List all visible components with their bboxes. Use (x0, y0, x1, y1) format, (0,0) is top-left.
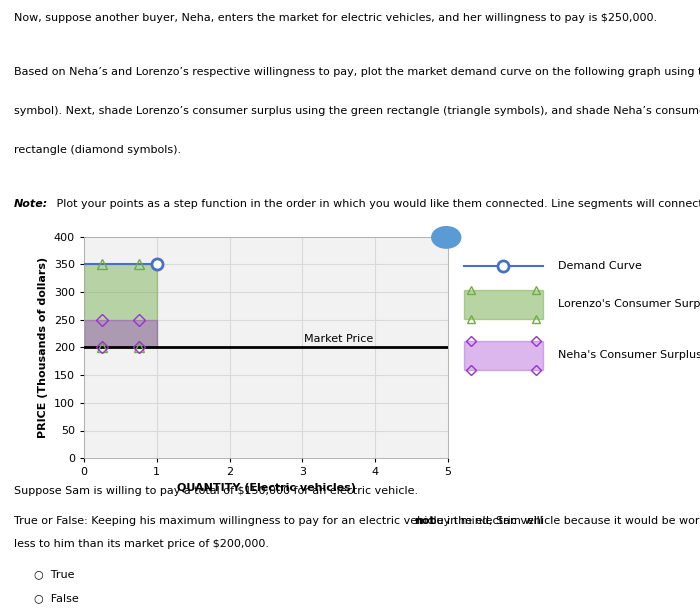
Text: buy the electric vehicle because it would be worth: buy the electric vehicle because it woul… (426, 516, 700, 526)
Text: ?: ? (442, 231, 450, 244)
Text: Neha's Consumer Surplus: Neha's Consumer Surplus (558, 350, 700, 360)
Text: Market Price: Market Price (304, 334, 373, 344)
Text: Note:: Note: (14, 199, 48, 208)
Text: True or False: Keeping his maximum willingness to pay for an electric vehicle in: True or False: Keeping his maximum willi… (14, 516, 547, 526)
Text: ○  False: ○ False (34, 593, 79, 603)
Y-axis label: PRICE (Thousands of dollars): PRICE (Thousands of dollars) (38, 257, 48, 438)
Text: less to him than its market price of $200,000.: less to him than its market price of $20… (14, 539, 269, 549)
Text: rectangle (diamond symbols).: rectangle (diamond symbols). (14, 145, 181, 154)
Text: Suppose Sam is willing to pay a total of $150,000 for an electric vehicle.: Suppose Sam is willing to pay a total of… (14, 486, 418, 496)
Text: symbol). Next, shade Lorenzo’s consumer surplus using the green rectangle (trian: symbol). Next, shade Lorenzo’s consumer … (14, 106, 700, 116)
Text: Lorenzo's Consumer Surplus: Lorenzo's Consumer Surplus (558, 300, 700, 309)
Text: not: not (414, 516, 435, 526)
Text: Now, suppose another buyer, Neha, enters the market for electric vehicles, and h: Now, suppose another buyer, Neha, enters… (14, 13, 657, 23)
Bar (84, 320, 157, 347)
Bar (84, 264, 157, 347)
Text: Plot your points as a step function in the order in which you would like them co: Plot your points as a step function in t… (53, 199, 700, 208)
Text: Demand Curve: Demand Curve (558, 261, 642, 271)
X-axis label: QUANTITY (Electric vehicles): QUANTITY (Electric vehicles) (176, 483, 356, 493)
Text: ○  True: ○ True (34, 569, 75, 579)
Text: Based on Neha’s and Lorenzo’s respective willingness to pay, plot the market dem: Based on Neha’s and Lorenzo’s respective… (14, 67, 700, 77)
Circle shape (432, 227, 461, 248)
